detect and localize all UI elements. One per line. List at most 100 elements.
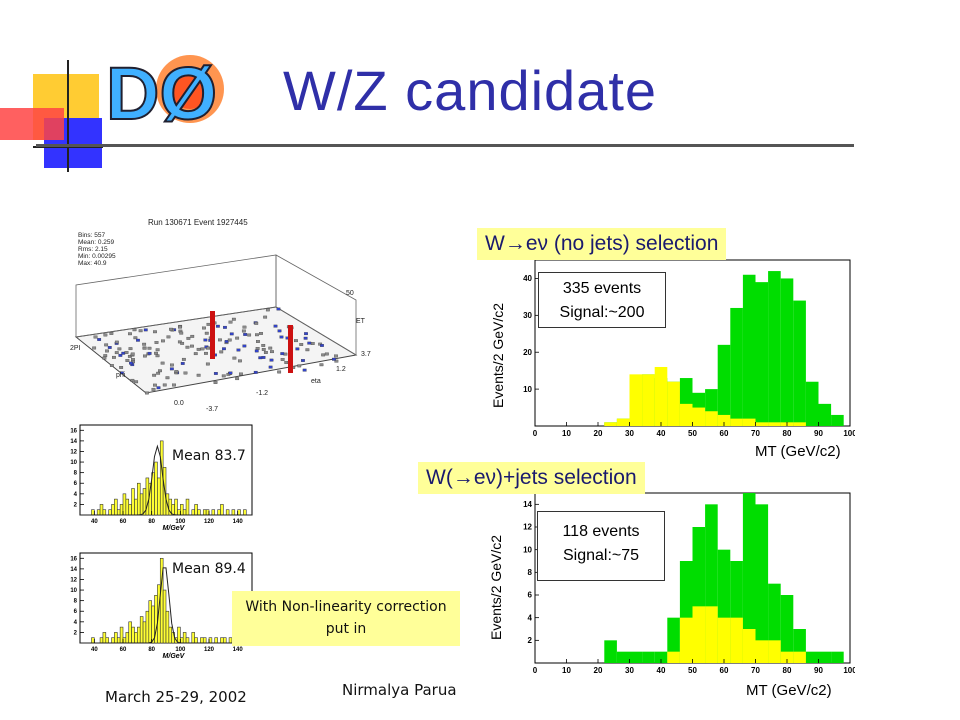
- hist-bar: [180, 637, 184, 644]
- lego-cell: [204, 351, 208, 355]
- lego-cell: [128, 332, 132, 336]
- lego-cell: [104, 343, 109, 347]
- hist-bar: [122, 493, 127, 516]
- lego-cell: [299, 343, 304, 346]
- x-tick-label: 100: [175, 519, 186, 525]
- lego-cell: [129, 361, 133, 365]
- hist-bar: [139, 616, 144, 644]
- hist-bar: [780, 595, 794, 663]
- lego-cell: [181, 357, 186, 361]
- lego-cell: [242, 325, 247, 329]
- x-tick-label: 100: [175, 647, 186, 653]
- lego-cell: [178, 325, 182, 329]
- lego-cell: [200, 347, 205, 351]
- hist-bar: [793, 651, 806, 663]
- hist-bar: [157, 477, 161, 516]
- x-tick-label: 40: [91, 647, 98, 653]
- hist-bar: [667, 381, 680, 426]
- hist-bar: [119, 504, 124, 516]
- y-tick-label: 6: [528, 591, 533, 600]
- lego-cell: [295, 347, 300, 351]
- lego-cell: [204, 331, 209, 335]
- y-tick-label: 12: [523, 523, 532, 532]
- hist-bar: [654, 366, 668, 426]
- axis-tick: 3.7: [361, 351, 371, 358]
- lego-cell: [117, 347, 122, 351]
- x-tick-label: 80: [783, 429, 792, 438]
- hist-bar: [142, 621, 147, 644]
- x-tick-label: 0: [533, 666, 538, 675]
- hist-bar: [679, 617, 693, 663]
- lego-cell: [158, 369, 162, 373]
- hist-bar: [616, 418, 630, 426]
- no-jets-stat-box: 335 events Signal:~200: [538, 272, 666, 328]
- lego-cell: [261, 348, 266, 351]
- lego-cell: [324, 352, 329, 356]
- hist-bar: [125, 498, 130, 516]
- lego-cell: [256, 340, 260, 343]
- axis-tick: phi: [116, 372, 126, 379]
- hist-bar: [742, 493, 756, 663]
- y-tick-label: 4: [74, 492, 78, 498]
- lego-cell: [147, 351, 152, 355]
- lego-cell: [276, 307, 281, 311]
- x-tick-label: 60: [720, 429, 729, 438]
- slide-title: W/Z candidate: [283, 59, 658, 122]
- x-tick-label: 70: [751, 429, 760, 438]
- lego-cell: [185, 345, 190, 349]
- lego-cell: [254, 349, 259, 353]
- y-tick-label: 10: [70, 588, 77, 594]
- mass-histogram-after-correction: 40 60 80 100 120 140 2 4 6 8 10 12 14 16 M/GeV: [70, 552, 253, 660]
- hist-bar: [768, 271, 781, 426]
- hist-bar: [102, 509, 107, 516]
- lego-cell: [160, 361, 165, 365]
- axis-tick: 0.0: [174, 400, 184, 407]
- d0-logo: DØ: [105, 51, 224, 135]
- hist-bar: [730, 418, 743, 426]
- hist-bar: [185, 637, 190, 644]
- logo-text: DØ: [106, 52, 217, 135]
- lego-cell: [215, 324, 220, 328]
- y-tick-label: 14: [70, 439, 77, 445]
- footer-date: March 25-29, 2002: [105, 688, 247, 706]
- lego-cell: [133, 336, 138, 340]
- lego-cell: [231, 317, 236, 321]
- lego-cell: [103, 333, 108, 337]
- x-tick-label: 90: [814, 666, 823, 675]
- lego-cell: [224, 340, 229, 343]
- no-jets-selection-label: W→eν (no jets) selection: [477, 228, 727, 260]
- lego-cell: [255, 347, 260, 350]
- electron-tower: [288, 325, 293, 373]
- lego-cell: [228, 371, 233, 375]
- hist-bar: [818, 651, 832, 663]
- hist-bar: [717, 617, 731, 663]
- lego-cell: [196, 347, 201, 351]
- lego-cell: [235, 336, 240, 340]
- x-tick-label: 0: [533, 429, 538, 438]
- y-tick-label: 4: [528, 613, 533, 622]
- hist-bar: [805, 381, 819, 426]
- hist-bar: [742, 418, 756, 426]
- lego-cell: [156, 386, 161, 390]
- hist-bar: [182, 632, 187, 644]
- lego-cell: [294, 339, 298, 343]
- x-tick-label: 90: [814, 429, 823, 438]
- lego-cell: [279, 335, 284, 339]
- lego-cell: [92, 346, 97, 350]
- lego-cell: [254, 321, 259, 325]
- y-tick-label: 14: [70, 567, 77, 573]
- hist-bar: [217, 509, 221, 516]
- lego-cell: [180, 341, 185, 345]
- lego-cell: [205, 362, 210, 366]
- lego-cell: [97, 338, 102, 341]
- lego-cell: [268, 365, 273, 369]
- lego-cell: [109, 332, 114, 335]
- hist-bar: [717, 414, 731, 426]
- y-tick-label: 14: [523, 500, 532, 509]
- hist-bar: [705, 606, 718, 663]
- lego-cell: [170, 363, 174, 367]
- lego-cell: [280, 358, 285, 361]
- lego-cell: [151, 387, 156, 391]
- hist-bar: [134, 632, 138, 644]
- hist-bar: [111, 637, 115, 644]
